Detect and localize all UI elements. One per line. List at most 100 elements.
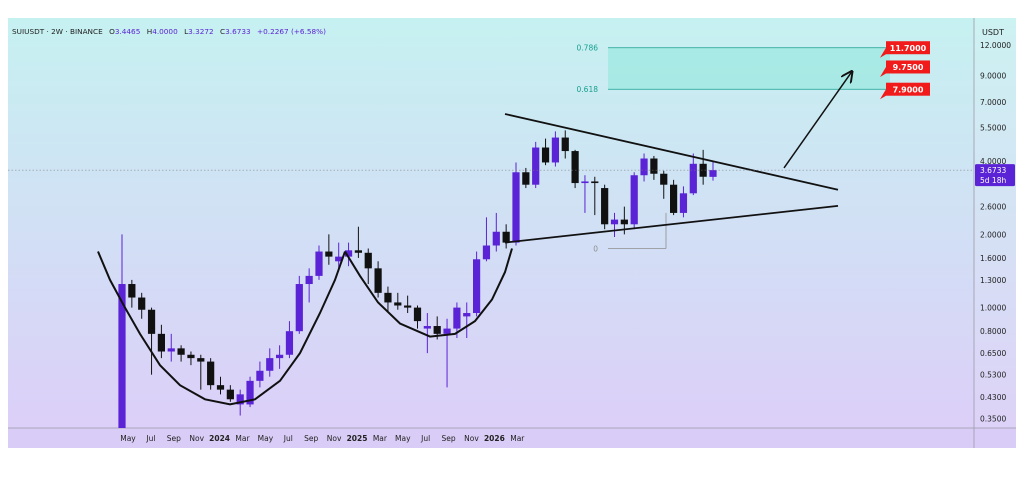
candle-body	[344, 250, 353, 257]
candle	[138, 292, 146, 319]
candle-body	[532, 147, 540, 185]
candle-body	[266, 358, 274, 371]
candle	[157, 324, 165, 359]
time-tick-label: May	[120, 434, 136, 443]
candle-body	[118, 284, 126, 428]
candle	[118, 234, 126, 428]
candle-body	[482, 245, 491, 260]
close-value: 3.6733	[225, 27, 251, 36]
price-tick-label: 9.0000	[980, 71, 1006, 80]
price-tick-label: 4.0000	[980, 157, 1006, 166]
candle	[266, 348, 274, 377]
candle-body	[187, 354, 195, 359]
candle	[709, 161, 717, 181]
price-tick-label: 0.8000	[980, 327, 1006, 336]
lower-trendline[interactable]	[504, 204, 839, 244]
time-tick-label: Sep	[304, 434, 318, 443]
legend-header: SUIUSDT · 2W · BINANCE O3.4465 H4.0000 L…	[12, 27, 326, 36]
price-tick-label: 5.5000	[980, 123, 1006, 132]
candle	[492, 212, 500, 252]
candle	[216, 376, 225, 395]
candle-body	[640, 158, 648, 176]
candle	[463, 302, 471, 339]
candle-body	[335, 256, 343, 262]
candle	[522, 167, 530, 189]
time-tick-label: Nov	[327, 434, 342, 443]
candle	[581, 175, 589, 213]
candle	[374, 261, 382, 298]
candle	[660, 170, 668, 199]
candle-body	[128, 284, 136, 298]
candle-body	[660, 173, 668, 185]
currency-label: USDT	[982, 28, 1004, 37]
candle-body	[216, 385, 225, 390]
open-label: O	[109, 27, 115, 36]
right-cup-curve[interactable]	[344, 248, 513, 338]
candle-body	[226, 389, 234, 400]
candle	[177, 345, 185, 362]
candle	[305, 268, 313, 303]
candle-body	[463, 313, 471, 317]
candle	[354, 226, 362, 258]
target-value: 7.9000	[893, 85, 924, 94]
time-tick-label: Nov	[189, 434, 204, 443]
open-value: 3.4465	[115, 27, 141, 36]
symbol-label: SUIUSDT · 2W · BINANCE	[12, 27, 103, 36]
trend-drawings[interactable]	[97, 71, 852, 406]
candle	[591, 176, 599, 216]
candle	[147, 307, 156, 375]
candle	[256, 361, 264, 388]
price-tick-label: 1.6000	[980, 254, 1006, 263]
time-tick-label: Jul	[420, 434, 430, 443]
price-tick-label: 1.0000	[980, 304, 1006, 313]
price-axis[interactable]: USDT 12.0000 9.0000 7.0000 5.5000 4.0000 2.60…	[980, 28, 1011, 424]
high-label: H	[147, 27, 153, 36]
time-tick-label: 2024	[209, 434, 230, 443]
candle-body	[453, 307, 461, 329]
candle	[699, 149, 707, 185]
target-value: 9.7500	[893, 63, 924, 72]
candle	[246, 376, 254, 408]
projection-arrow[interactable]	[783, 71, 852, 169]
time-axis[interactable]: May Jul Sep Nov 2024 Mar May Jul Sep Nov 2025 Mar Ma…	[120, 434, 525, 443]
candle-body	[551, 137, 559, 163]
candle-body	[315, 251, 323, 276]
candle-body	[689, 163, 697, 194]
target-label[interactable]: 11.7000	[880, 41, 930, 58]
candle	[502, 224, 510, 249]
candle	[384, 286, 392, 312]
candle	[226, 385, 234, 402]
candle-body	[679, 193, 688, 213]
close-label: C	[220, 27, 225, 36]
candle	[276, 345, 284, 369]
candle-body	[285, 331, 294, 355]
candle-body	[620, 219, 628, 225]
time-tick-label: Jul	[283, 434, 293, 443]
candle	[689, 153, 697, 196]
left-cup-curve[interactable]	[97, 251, 346, 406]
target-labels[interactable]: 11.7000 9.7500 7.9000	[880, 41, 930, 100]
target-label[interactable]: 7.9000	[880, 82, 930, 100]
candle-body	[433, 326, 441, 334]
price-tick-label: 0.5300	[980, 371, 1006, 380]
candle-body	[374, 268, 382, 293]
candle-body	[670, 184, 678, 213]
fib-label-0: 0	[593, 244, 598, 253]
time-tick-label: 2025	[347, 434, 368, 443]
target-label[interactable]: 9.7500	[880, 60, 930, 77]
price-tick-label: 0.6500	[980, 349, 1006, 358]
upper-trendline[interactable]	[504, 113, 839, 191]
candle-body	[256, 370, 264, 381]
candlestick-series	[118, 130, 717, 428]
price-tick-label: 0.3500	[980, 415, 1006, 424]
candle-body	[512, 172, 520, 243]
candle-body	[305, 275, 313, 285]
candle-body	[473, 259, 481, 314]
time-tick-label: May	[258, 434, 274, 443]
current-price-text: 3.6733	[980, 166, 1006, 175]
candle	[571, 149, 579, 189]
candle-body	[591, 181, 599, 184]
candle	[512, 162, 520, 246]
